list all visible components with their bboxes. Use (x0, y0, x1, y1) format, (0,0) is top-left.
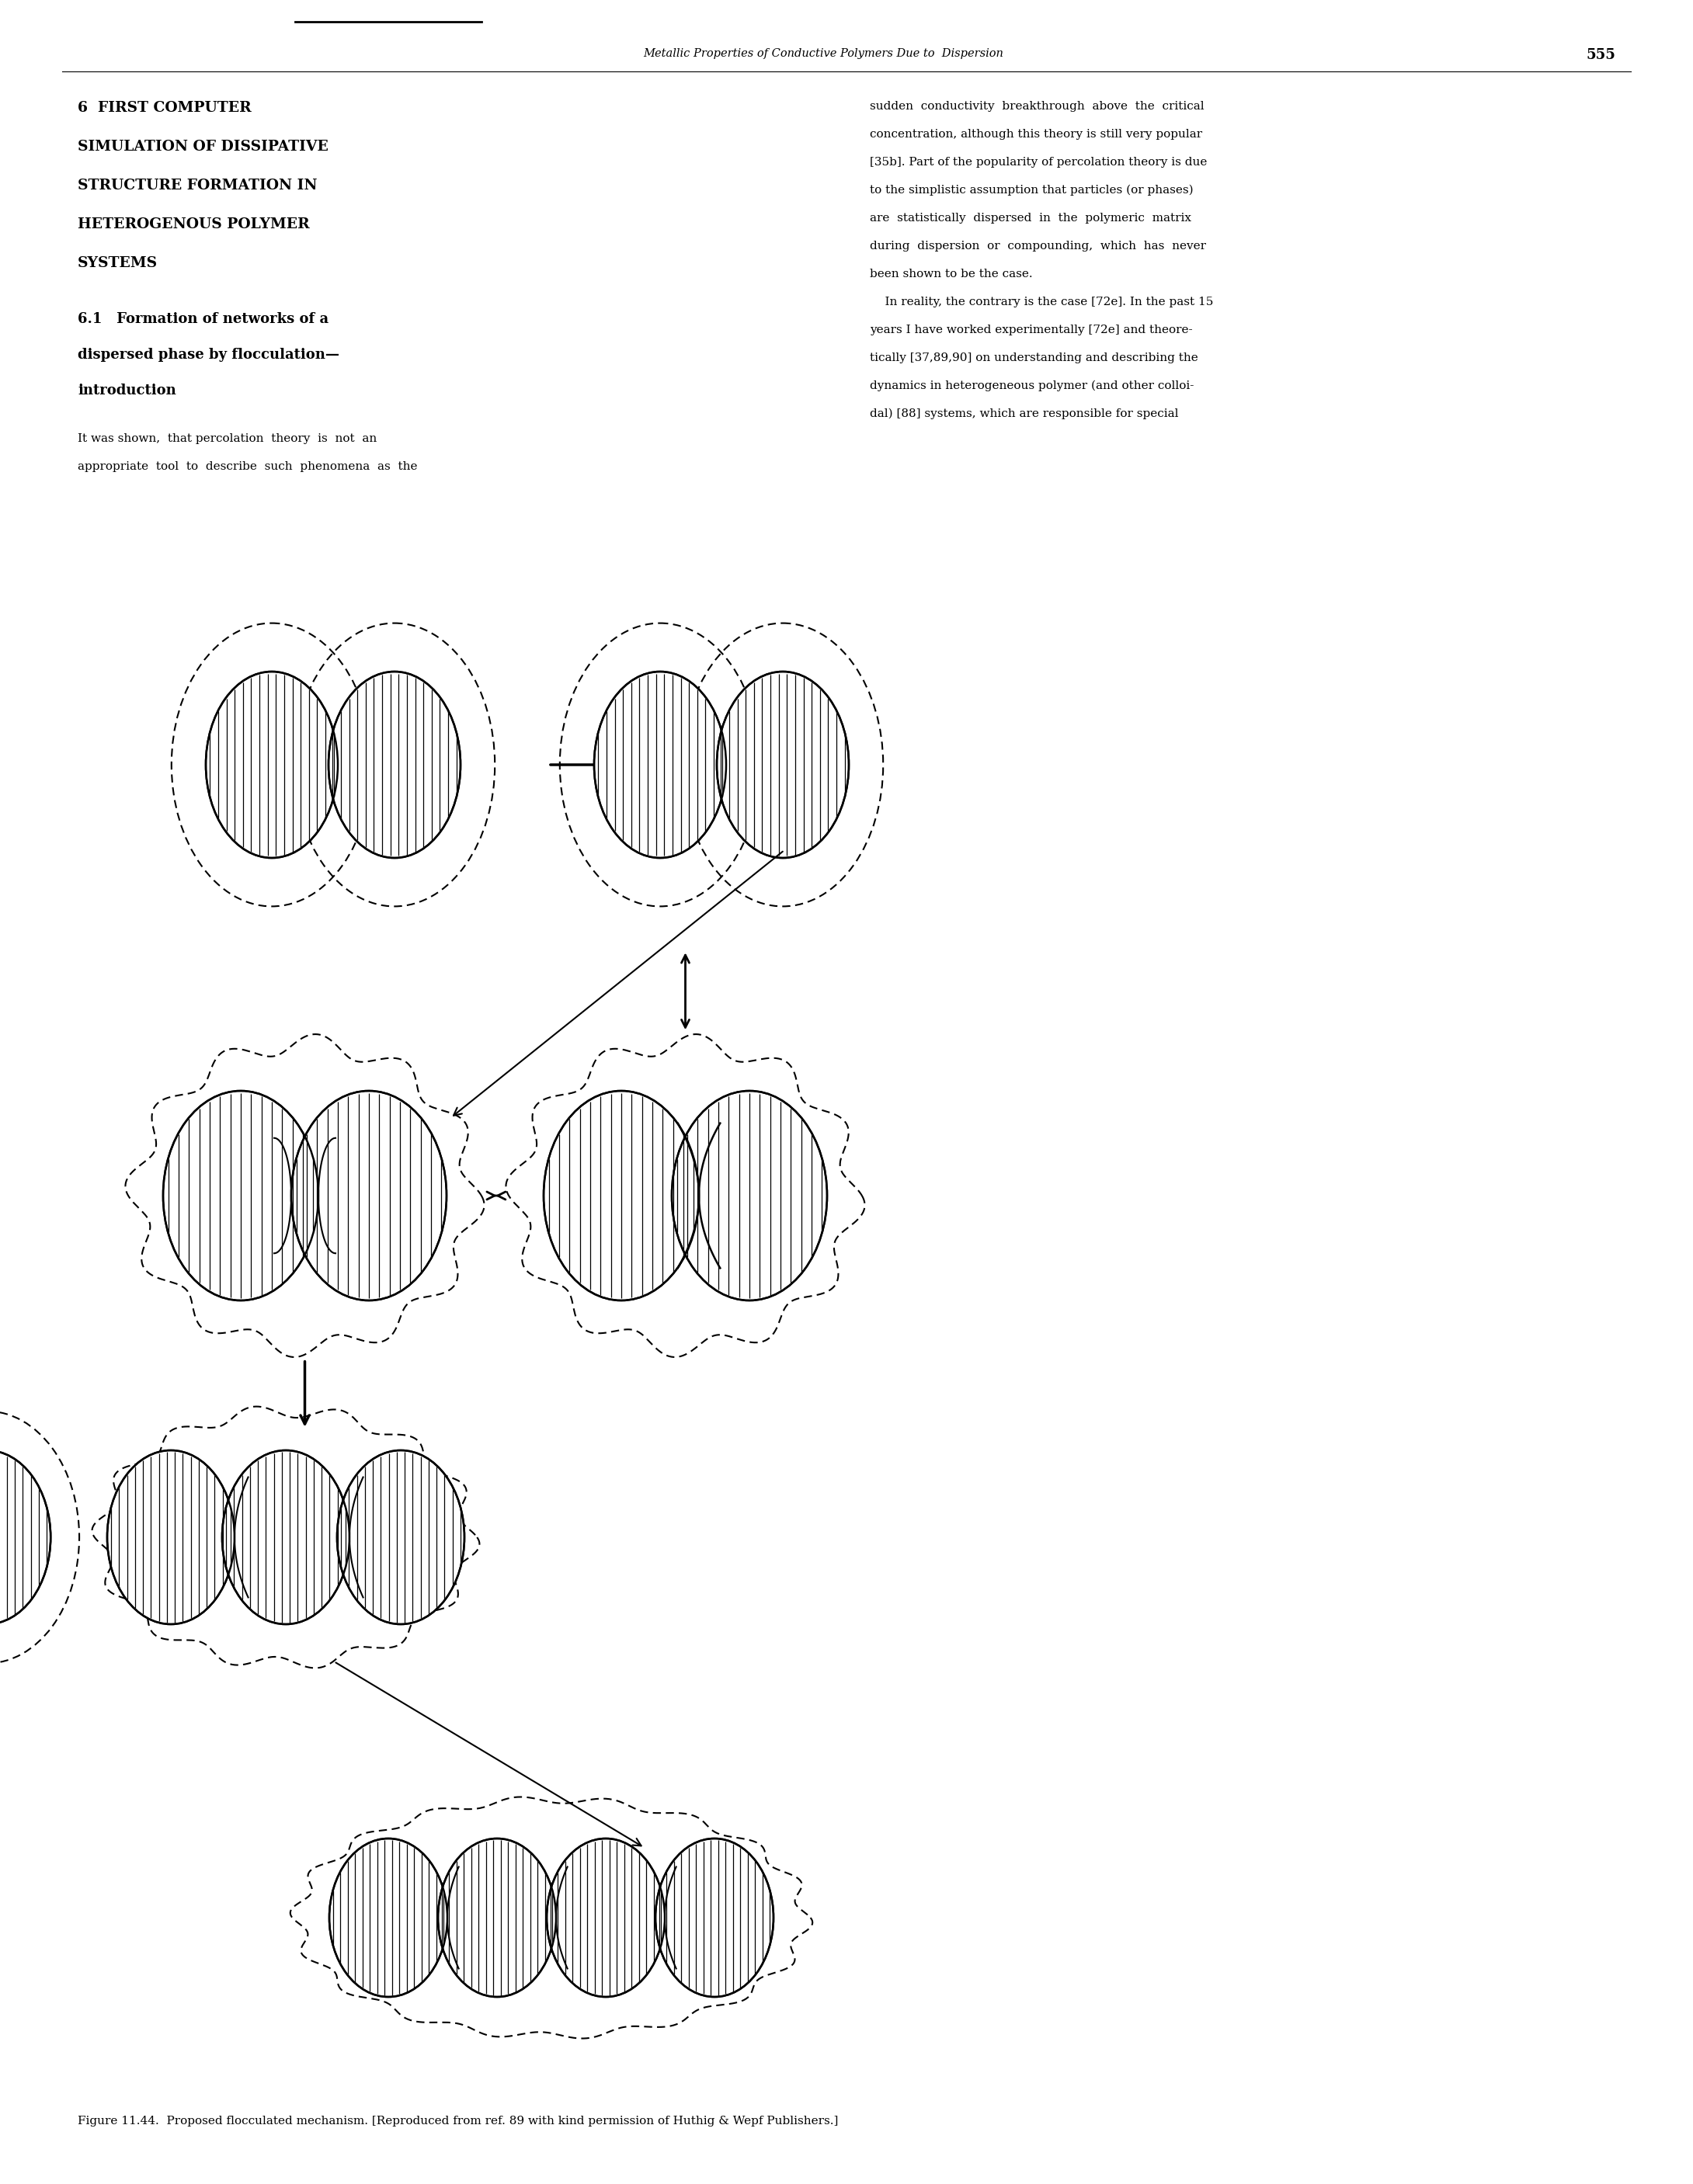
Text: to the simplistic assumption that particles (or phases): to the simplistic assumption that partic… (870, 186, 1194, 197)
Text: during  dispersion  or  compounding,  which  has  never: during dispersion or compounding, which … (870, 240, 1205, 251)
Text: SYSTEMS: SYSTEMS (78, 256, 157, 271)
Text: appropriate  tool  to  describe  such  phenomena  as  the: appropriate tool to describe such phenom… (78, 461, 418, 472)
Text: In reality, the contrary is the case [72e]. In the past 15: In reality, the contrary is the case [72… (870, 297, 1214, 308)
Text: dispersed phase by flocculation—: dispersed phase by flocculation— (78, 347, 339, 363)
Text: tically [37,89,90] on understanding and describing the: tically [37,89,90] on understanding and … (870, 352, 1199, 363)
Ellipse shape (594, 673, 726, 858)
Ellipse shape (207, 673, 339, 858)
Text: It was shown,  that percolation  theory  is  not  an: It was shown, that percolation theory is… (78, 432, 378, 443)
Ellipse shape (543, 1090, 699, 1299)
Text: [35b]. Part of the popularity of percolation theory is due: [35b]. Part of the popularity of percola… (870, 157, 1207, 168)
Text: HETEROGENOUS POLYMER: HETEROGENOUS POLYMER (78, 218, 310, 232)
Ellipse shape (0, 1450, 51, 1625)
Ellipse shape (328, 1839, 447, 1996)
Text: STRUCTURE FORMATION IN: STRUCTURE FORMATION IN (78, 179, 317, 192)
Ellipse shape (547, 1839, 665, 1996)
Text: years I have worked experimentally [72e] and theore-: years I have worked experimentally [72e]… (870, 325, 1192, 336)
Ellipse shape (222, 1450, 349, 1625)
Text: 6.1   Formation of networks of a: 6.1 Formation of networks of a (78, 312, 328, 325)
Ellipse shape (337, 1450, 464, 1625)
Text: 555: 555 (1586, 48, 1615, 61)
Ellipse shape (438, 1839, 555, 1996)
Text: Figure 11.44.  Proposed flocculated mechanism. [Reproduced from ref. 89 with kin: Figure 11.44. Proposed flocculated mecha… (78, 2116, 838, 2127)
Text: dal) [88] systems, which are responsible for special: dal) [88] systems, which are responsible… (870, 408, 1178, 419)
Ellipse shape (328, 673, 460, 858)
Text: introduction: introduction (78, 384, 176, 397)
Text: Metallic Properties of Conductive Polymers Due to  Dispersion: Metallic Properties of Conductive Polyme… (643, 48, 1004, 59)
Ellipse shape (655, 1839, 774, 1996)
Ellipse shape (107, 1450, 235, 1625)
Text: 6  FIRST COMPUTER: 6 FIRST COMPUTER (78, 100, 251, 116)
Text: dynamics in heterogeneous polymer (and other colloi-: dynamics in heterogeneous polymer (and o… (870, 380, 1194, 391)
Ellipse shape (291, 1090, 447, 1299)
Ellipse shape (716, 673, 848, 858)
Ellipse shape (163, 1090, 318, 1299)
Text: SIMULATION OF DISSIPATIVE: SIMULATION OF DISSIPATIVE (78, 140, 328, 153)
Text: concentration, although this theory is still very popular: concentration, although this theory is s… (870, 129, 1202, 140)
Text: been shown to be the case.: been shown to be the case. (870, 269, 1033, 280)
Ellipse shape (672, 1090, 828, 1299)
Text: sudden  conductivity  breakthrough  above  the  critical: sudden conductivity breakthrough above t… (870, 100, 1204, 111)
Text: are  statistically  dispersed  in  the  polymeric  matrix: are statistically dispersed in the polym… (870, 212, 1192, 223)
